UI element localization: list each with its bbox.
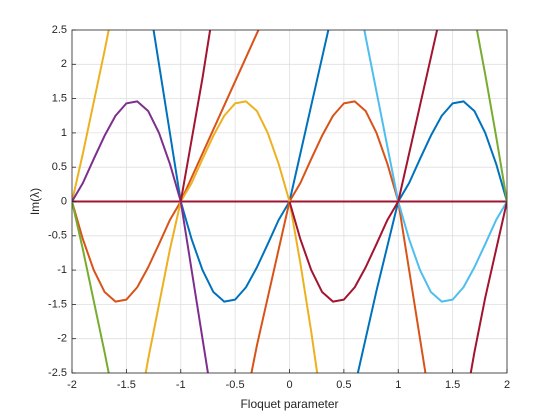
x-axis-label: Floquet parameter — [240, 397, 338, 411]
x-tick-label: 0.5 — [336, 379, 351, 391]
series-line — [72, 201, 110, 373]
series-line — [152, 30, 330, 303]
y-tick-label: -2 — [57, 333, 67, 345]
y-tick-label: 2.5 — [52, 24, 67, 36]
x-tick-label: -1 — [176, 379, 186, 391]
series-line — [288, 30, 439, 303]
y-tick-label: 0.5 — [52, 161, 67, 173]
series-line — [475, 30, 507, 202]
y-tick-label: 1 — [61, 127, 67, 139]
x-tick-label: 1.5 — [445, 379, 460, 391]
x-tick-label: 2 — [504, 379, 510, 391]
series-line — [469, 201, 507, 373]
x-tick-label: -2 — [67, 379, 77, 391]
series-line — [250, 100, 427, 373]
series-line — [144, 100, 319, 373]
x-tick-label: 1 — [395, 379, 401, 391]
series-line — [356, 100, 507, 373]
y-tick-label: -1 — [57, 264, 67, 276]
x-tick-label: 0 — [286, 379, 292, 391]
lines — [72, 30, 507, 373]
x-tick-label: -1.5 — [117, 379, 136, 391]
y-tick-label: 0 — [61, 195, 67, 207]
series-line — [72, 30, 110, 202]
x-tick-label: -0.5 — [226, 379, 245, 391]
y-axis-label: Im(λ) — [28, 188, 42, 215]
series-line — [179, 30, 212, 202]
y-tick-label: -1.5 — [48, 298, 67, 310]
y-tick-label: 2 — [61, 58, 67, 70]
y-tick-label: -0.5 — [48, 230, 67, 242]
ticks: -2 -1.5 -1 -0.5 0 0.5 1 1.5 2-2.5-2-1.5-1-0.500.… — [48, 24, 510, 391]
y-tick-label: -2.5 — [48, 367, 67, 379]
y-tick-label: 1.5 — [52, 93, 67, 105]
series-line — [72, 100, 209, 373]
series-line — [72, 30, 260, 303]
series-line — [363, 30, 507, 303]
